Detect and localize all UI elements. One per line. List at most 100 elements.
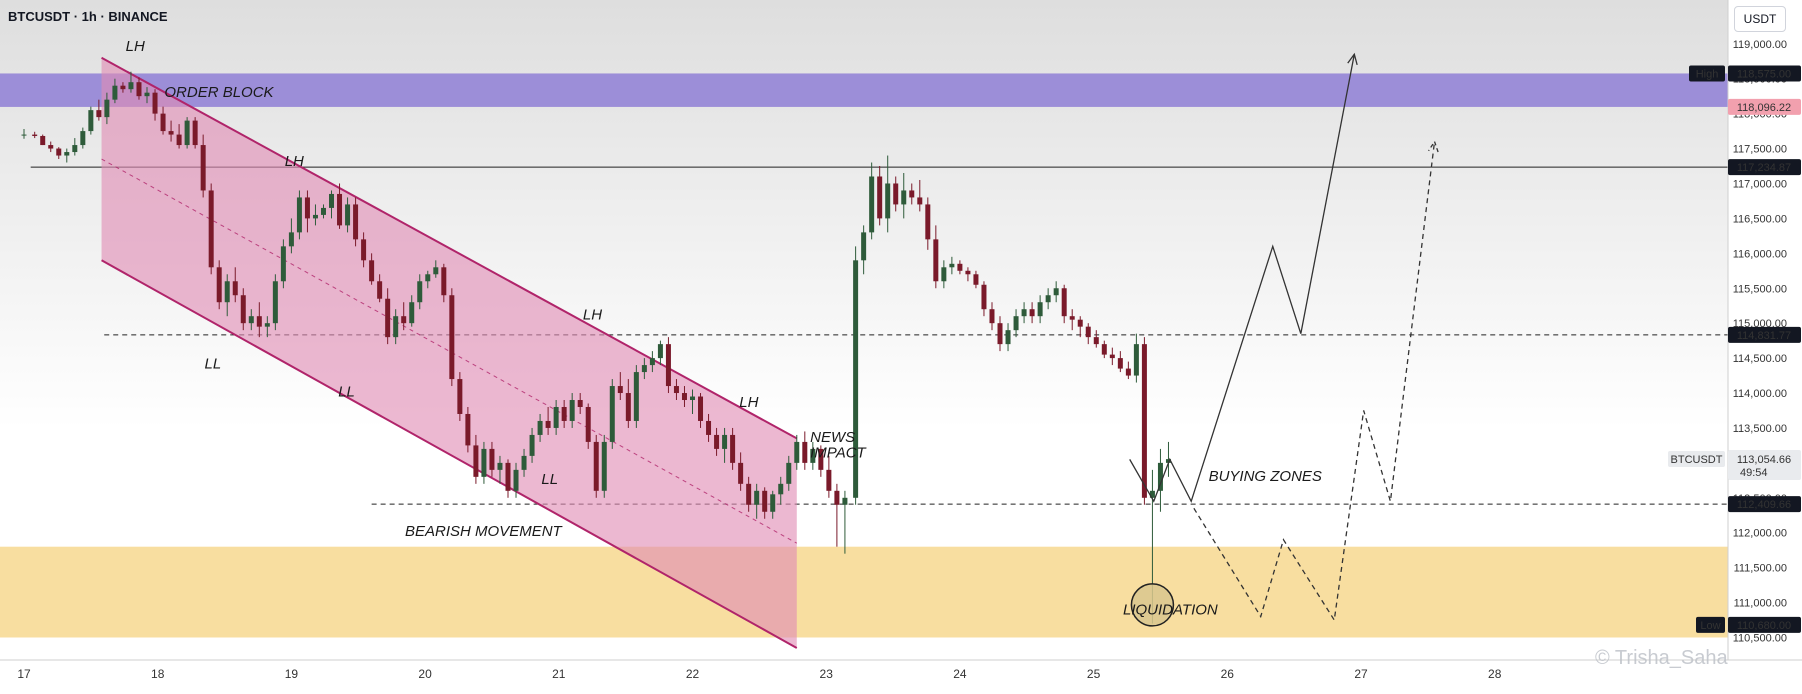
bearish-channel	[101, 57, 797, 648]
candle-bear	[337, 193, 343, 226]
candle-bear	[48, 145, 54, 149]
price-tick-label: 115,500.00	[1733, 283, 1787, 295]
candle-bear	[834, 490, 840, 505]
price-tag-box	[1728, 616, 1801, 633]
time-tick-label: 27	[1354, 667, 1368, 681]
candle-bull	[786, 462, 792, 484]
candle-bull	[224, 281, 230, 303]
price-tick-label: 111,500.00	[1734, 563, 1787, 575]
price-tick-label: 111,000.00	[1734, 598, 1787, 610]
candle-bear	[385, 298, 391, 338]
price-tag-box	[1728, 450, 1801, 481]
candle-bear	[997, 323, 1003, 345]
candle-bear	[617, 386, 623, 394]
candle-bull	[264, 323, 270, 327]
annotation-liquidation-12: LIQUIDATION	[1123, 601, 1218, 618]
candle-bear	[730, 434, 736, 463]
price-tag-box	[1728, 326, 1801, 343]
candle-bear	[1069, 316, 1075, 320]
candle-bear	[240, 295, 246, 324]
candle-bull	[657, 344, 663, 359]
candle-bull	[949, 263, 955, 268]
candle-bull	[770, 494, 776, 512]
price-tag-value: 118,575.00	[1737, 68, 1791, 80]
candle-bull	[497, 462, 503, 470]
price-tick-label: 117,500.00	[1733, 144, 1787, 156]
price-tick-label: 119,000.00	[1733, 39, 1787, 51]
candle-bull	[778, 483, 784, 495]
candle-bear	[877, 176, 883, 219]
price-tag-6: 110,680.00 Low	[1696, 616, 1801, 633]
annotation-lh-0: LH	[126, 38, 145, 55]
candle-bear	[802, 441, 808, 463]
candle-bear	[32, 134, 38, 136]
candle-bear	[1029, 309, 1035, 317]
candle-bear	[681, 393, 687, 401]
annotation-lh-6: LH	[739, 394, 758, 411]
candle-bull	[1053, 288, 1059, 296]
candle-bear	[1061, 288, 1067, 317]
time-axis-panel	[0, 660, 1802, 689]
candle-bear	[714, 434, 720, 449]
time-tick-label: 25	[1087, 667, 1101, 681]
candle-bull	[649, 358, 655, 366]
candle-bull	[885, 183, 891, 219]
candle-bear	[208, 190, 214, 268]
candle-bear	[1101, 344, 1107, 355]
candle-bull	[722, 434, 728, 449]
price-tag-value: 117,234.87	[1737, 162, 1791, 174]
price-tag-1: 118,096.22	[1728, 98, 1801, 115]
candle-bear	[216, 267, 222, 303]
price-tag-label-box	[1696, 616, 1725, 633]
candle-bull	[417, 281, 423, 303]
candle-bear	[160, 113, 166, 132]
candle-bull	[64, 152, 70, 156]
candle-bear	[361, 239, 367, 261]
candle-bull	[393, 316, 399, 338]
price-tick-label: 110,500.00	[1733, 633, 1787, 645]
candle-bull	[794, 441, 800, 463]
author-watermark: © Trisha_Saha	[1595, 647, 1728, 669]
candle-bear	[256, 316, 262, 327]
candle-bull	[1037, 302, 1043, 317]
candle-bull	[128, 82, 134, 90]
candle-bear	[473, 445, 479, 477]
candle-bull	[1133, 344, 1139, 376]
candle-bear	[698, 396, 704, 421]
time-tick-label: 19	[285, 667, 299, 681]
candle-bear	[925, 204, 931, 240]
currency-button[interactable]: USDT	[1734, 6, 1786, 32]
annotation-lh-1: LH	[285, 153, 304, 170]
price-tag-label-box	[1689, 65, 1725, 82]
candle-bull	[1021, 309, 1027, 317]
candle-bull	[72, 145, 78, 153]
candle-bear	[136, 82, 142, 97]
candle-bull	[537, 420, 543, 435]
candle-bear	[917, 197, 923, 205]
candle-bull	[869, 176, 875, 233]
price-tag-box	[1728, 65, 1801, 82]
time-tick-label: 22	[686, 667, 700, 681]
candle-bull	[345, 204, 351, 226]
candle-bear	[304, 197, 310, 219]
time-tick-label: 26	[1221, 667, 1235, 681]
annotation-ll-2: LL	[204, 356, 221, 373]
candle-bear	[1125, 368, 1131, 376]
channel-lower-line	[101, 259, 798, 649]
candle-bear	[561, 406, 567, 421]
price-tag-label-box	[1668, 451, 1725, 468]
price-tick-label: 113,500.00	[1733, 423, 1787, 435]
price-tag-value: 110,680.00	[1737, 620, 1791, 632]
candle-bear	[593, 441, 599, 491]
time-tick-label: 28	[1488, 667, 1502, 681]
price-tick-label: 114,000.00	[1733, 388, 1787, 400]
candle-bear	[176, 134, 182, 146]
candle-bull	[425, 274, 431, 282]
candle-bear	[1077, 319, 1083, 327]
candle-bull	[521, 455, 527, 470]
candle-bull	[609, 386, 615, 442]
candle-bear	[401, 316, 407, 324]
